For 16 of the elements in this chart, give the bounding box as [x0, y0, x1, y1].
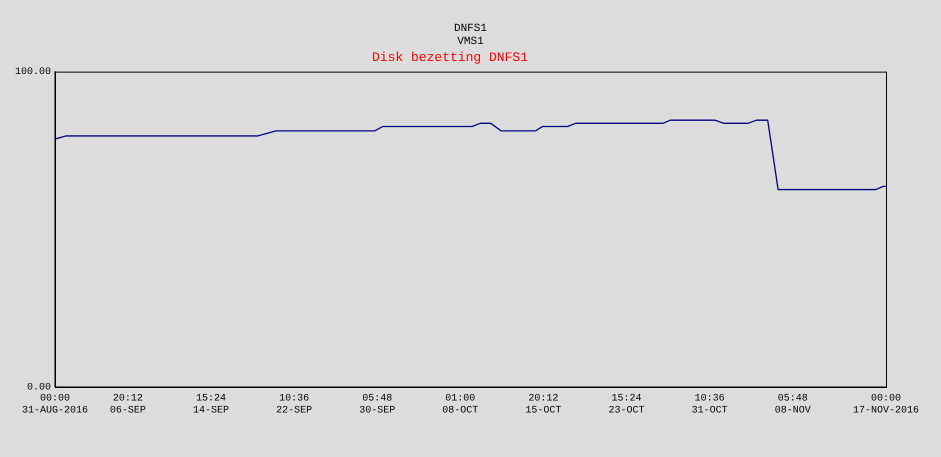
y-tick-label: 100.00	[14, 67, 52, 78]
text: VMS1	[456, 36, 485, 49]
x-tick-label: 01:00 08-OCT	[442, 394, 478, 417]
x-tick-label: 15:24 14-SEP	[192, 394, 230, 417]
x-tick-label: 00:00 17-NOV-2016	[852, 394, 920, 417]
y-tick-label: 0.00	[26, 382, 52, 394]
chart-title: Disk bezetting DNFS1	[372, 50, 528, 66]
x-tick-label: 10:36 31-OCT	[692, 394, 728, 417]
x-tick-label: 15:24 23-OCT	[608, 394, 644, 417]
x-tick-label: 05:48 30-SEP	[359, 394, 396, 417]
x-tick-label: 10:36 22-SEP	[276, 394, 312, 417]
x-tick-label: 20:12 06-SEP	[110, 394, 146, 417]
x-tick-label: 05:48 08-NOV	[774, 394, 811, 417]
x-tick-label: 20:12 15-OCT	[525, 394, 562, 417]
x-tick-label: 00:00 31-AUG-2016	[22, 394, 88, 417]
text: DNFS1	[452, 23, 488, 36]
